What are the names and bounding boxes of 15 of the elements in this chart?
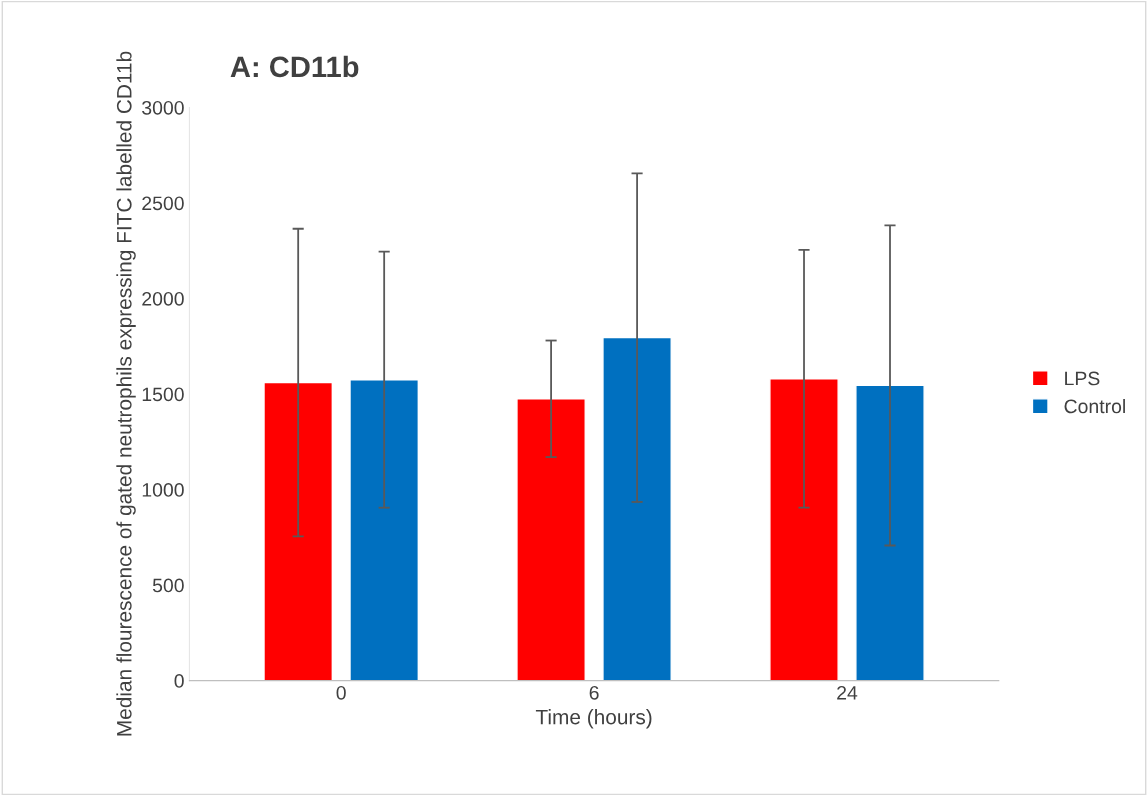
chart-title: A: CD11b [230,55,359,78]
y-tick-label: 1500 [142,387,184,402]
y-tick-label: 1000 [142,483,184,497]
x-tick-label: 6 [589,685,599,700]
y-tick-label: 2500 [142,196,184,211]
legend-label: LPS [1065,371,1100,386]
y-tick-label: 0 [174,674,184,688]
y-tick-label: 3000 [142,100,184,115]
x-tick-label: 0 [336,685,346,700]
y-tick-label: 500 [152,578,184,593]
legend-label: Control [1064,398,1125,414]
x-axis-title: Time (hours) [535,709,652,729]
y-tick-label: 2000 [142,291,184,306]
y-axis-title: Median flourescence of gated neutrophils expressing FITC labelled CD11b [116,51,136,736]
x-tick-label: 24 [837,685,858,700]
